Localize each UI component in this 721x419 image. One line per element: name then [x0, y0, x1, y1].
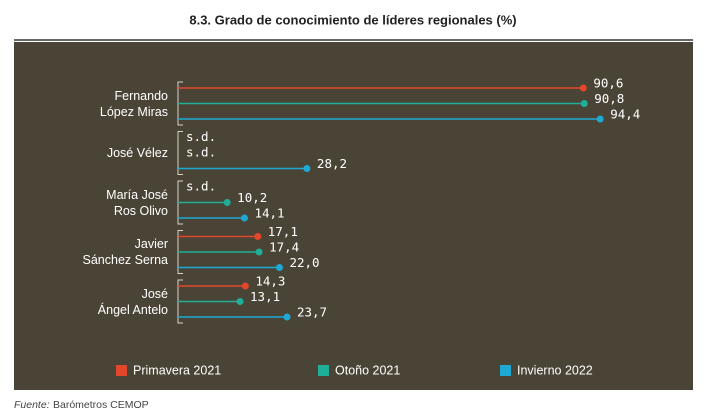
value-label: 14,1 [254, 206, 284, 221]
value-label: 90,6 [593, 76, 623, 91]
value-label: 23,7 [297, 305, 327, 320]
category-label: María José Ros Olivo [106, 187, 168, 218]
dot [255, 248, 263, 256]
legend-label: Primavera 2021 [133, 363, 221, 377]
dot [241, 282, 249, 290]
value-label: 13,1 [250, 289, 280, 304]
value-label: 17,1 [268, 224, 298, 239]
category-label: José Ángel Antelo [97, 286, 168, 317]
dot [275, 264, 283, 271]
panel [14, 42, 693, 390]
value-label: 28,2 [317, 156, 347, 171]
value-label: s.d. [186, 129, 216, 144]
dot [236, 298, 244, 305]
category-label: Javier Sánchez Serna [82, 237, 168, 267]
dot [254, 233, 262, 240]
source-label: Fuente: [14, 399, 50, 411]
value-label: 10,2 [237, 190, 267, 205]
dot [596, 115, 604, 123]
dot [223, 199, 231, 206]
dot [283, 313, 291, 321]
chart-title: 8.3. Grado de conocimiento de líderes re… [189, 12, 516, 27]
value-label: 94,4 [610, 107, 640, 122]
dot [580, 100, 588, 107]
dot [240, 214, 248, 222]
legend-swatch [500, 365, 511, 376]
source: Barómetros CEMOP [53, 399, 149, 411]
category-label: Fernando López Miras [99, 88, 168, 119]
dot [579, 84, 587, 92]
group-bracket [177, 131, 183, 175]
dot [303, 165, 311, 172]
legend-swatch [116, 365, 127, 376]
value-label: 17,4 [269, 240, 299, 255]
value-label: 14,3 [255, 274, 285, 289]
legend-label: Invierno 2022 [517, 363, 593, 377]
category-label: José Vélez [106, 146, 168, 160]
legend-swatch [318, 365, 329, 376]
value-label: s.d. [186, 145, 216, 160]
value-label: 90,8 [594, 91, 624, 106]
legend-label: Otoño 2021 [335, 363, 400, 377]
value-label: 22,0 [289, 255, 319, 270]
value-label: s.d. [186, 179, 216, 194]
